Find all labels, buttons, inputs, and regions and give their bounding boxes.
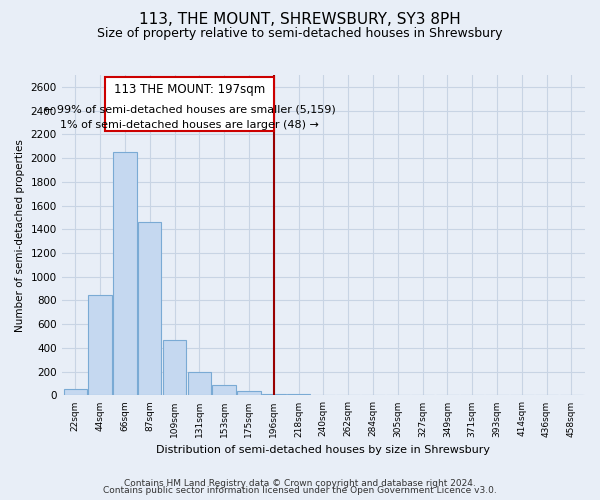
Bar xyxy=(237,390,261,396)
Text: 113, THE MOUNT, SHREWSBURY, SY3 8PH: 113, THE MOUNT, SHREWSBURY, SY3 8PH xyxy=(139,12,461,28)
Text: 1% of semi-detached houses are larger (48) →: 1% of semi-detached houses are larger (4… xyxy=(60,120,319,130)
Text: Size of property relative to semi-detached houses in Shrewsbury: Size of property relative to semi-detach… xyxy=(97,28,503,40)
Text: 113 THE MOUNT: 197sqm: 113 THE MOUNT: 197sqm xyxy=(114,82,265,96)
Bar xyxy=(138,222,161,396)
Bar xyxy=(163,340,186,396)
Bar xyxy=(287,394,310,396)
Bar xyxy=(64,390,87,396)
Y-axis label: Number of semi-detached properties: Number of semi-detached properties xyxy=(15,139,25,332)
Text: Contains public sector information licensed under the Open Government Licence v3: Contains public sector information licen… xyxy=(103,486,497,495)
Bar xyxy=(311,395,335,396)
X-axis label: Distribution of semi-detached houses by size in Shrewsbury: Distribution of semi-detached houses by … xyxy=(157,445,490,455)
Bar xyxy=(386,395,410,396)
Bar xyxy=(262,394,286,396)
Bar xyxy=(212,384,236,396)
Bar xyxy=(113,152,137,396)
Bar xyxy=(188,372,211,396)
Bar xyxy=(88,294,112,396)
Text: Contains HM Land Registry data © Crown copyright and database right 2024.: Contains HM Land Registry data © Crown c… xyxy=(124,478,476,488)
Text: ← 99% of semi-detached houses are smaller (5,159): ← 99% of semi-detached houses are smalle… xyxy=(44,104,335,115)
FancyBboxPatch shape xyxy=(105,78,274,131)
